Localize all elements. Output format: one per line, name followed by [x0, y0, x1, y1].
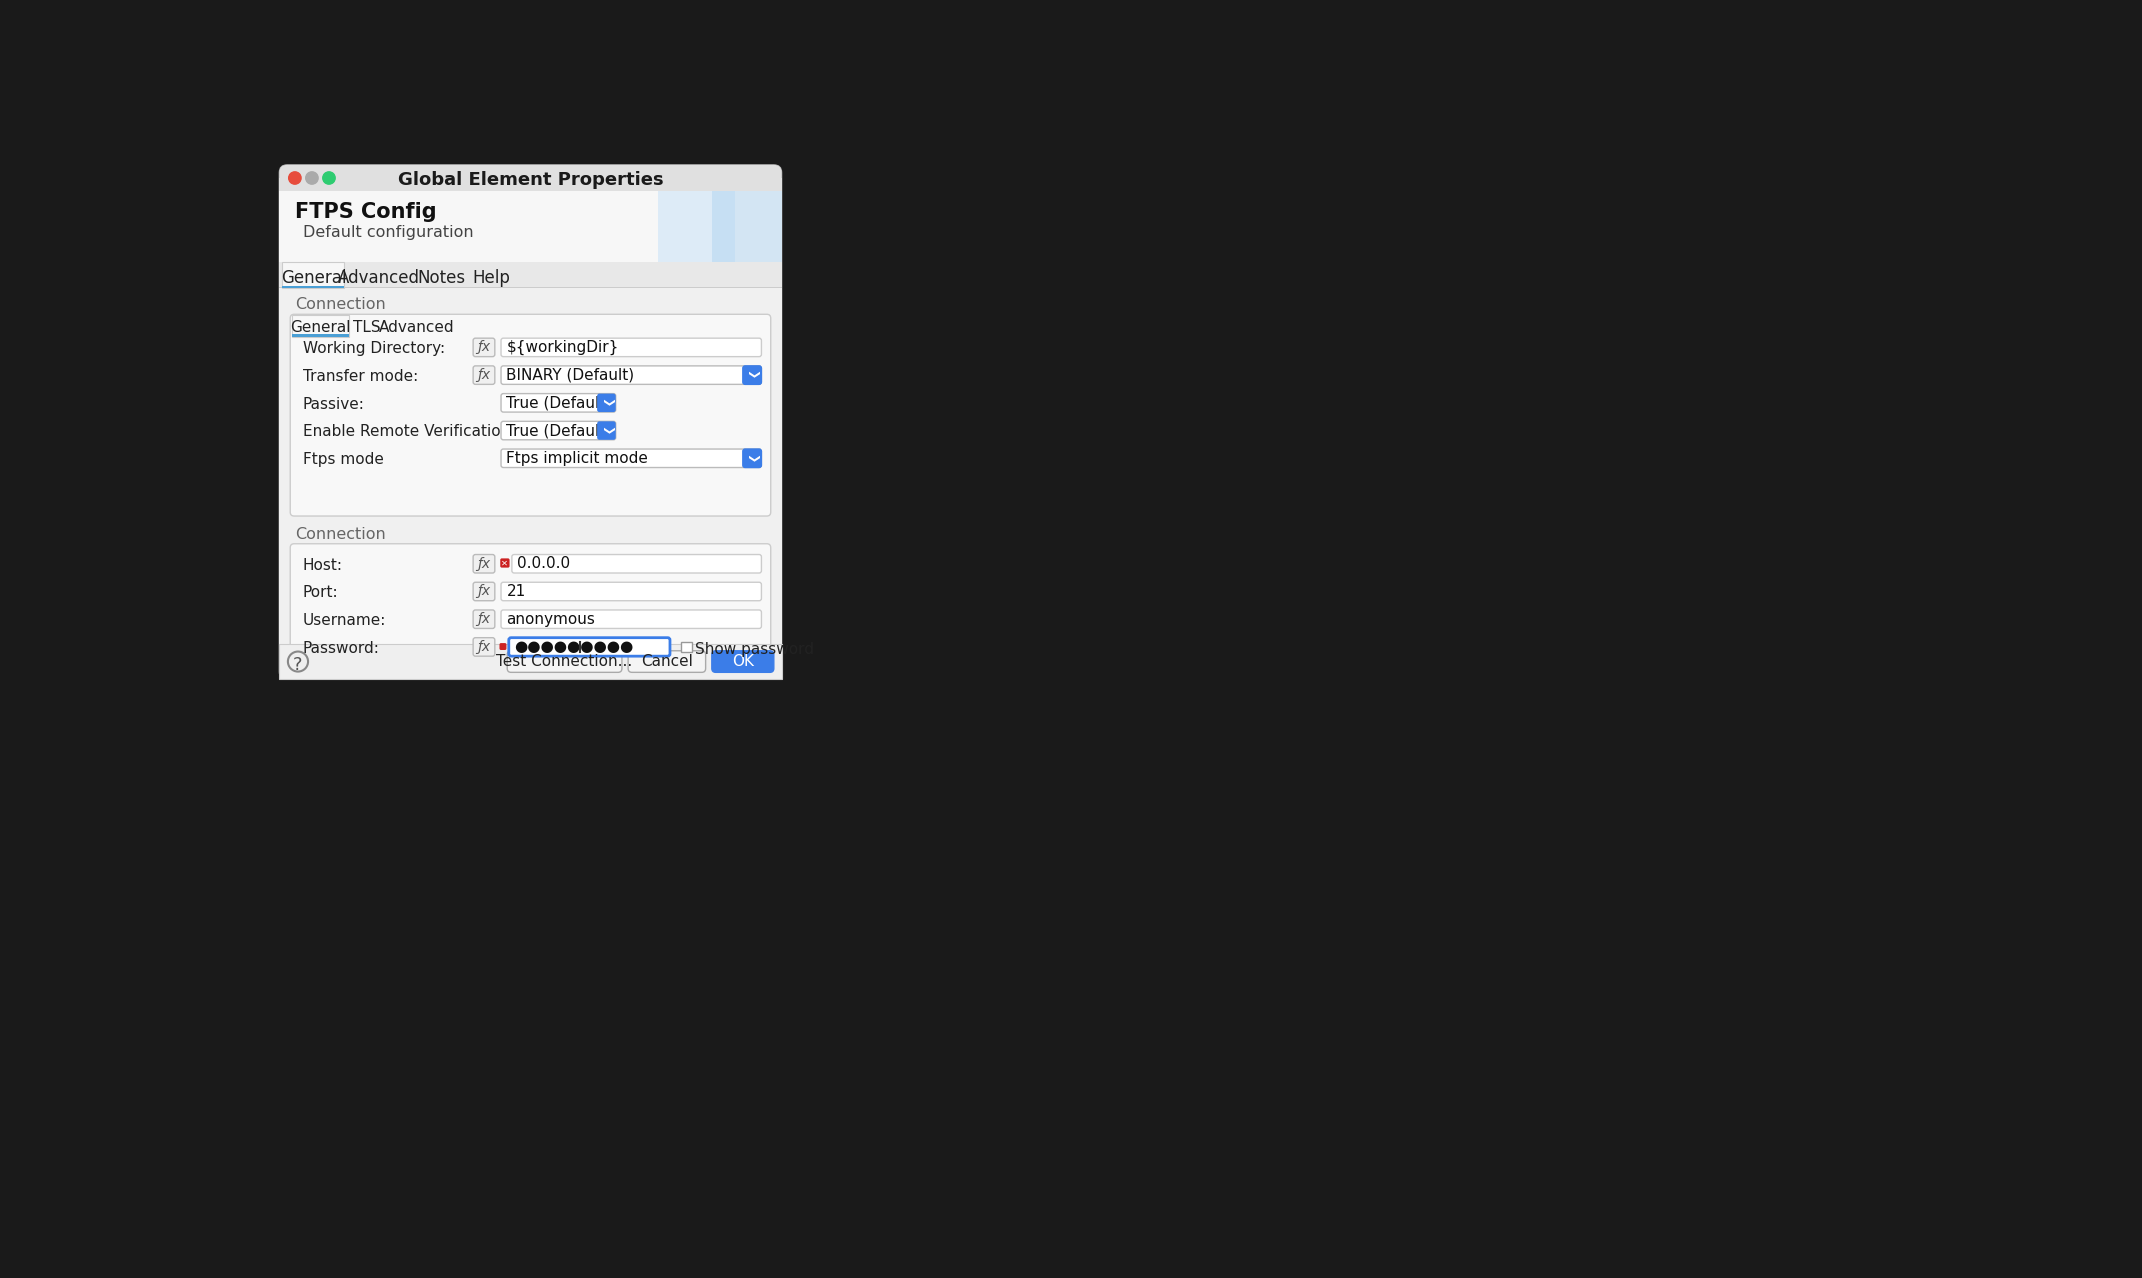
Text: Default configuration: Default configuration — [302, 225, 473, 240]
Text: ${workingDir}: ${workingDir} — [506, 340, 619, 355]
Text: ●●●●●●●●●: ●●●●●●●●● — [514, 639, 634, 654]
FancyBboxPatch shape — [501, 610, 760, 629]
Text: Username:: Username: — [302, 613, 386, 627]
Text: Notes: Notes — [418, 268, 465, 286]
FancyBboxPatch shape — [598, 422, 615, 440]
Text: True (Default): True (Default) — [506, 395, 613, 410]
FancyBboxPatch shape — [512, 555, 760, 573]
Text: ✕: ✕ — [501, 558, 508, 567]
Text: 21: 21 — [506, 584, 525, 599]
Text: Port:: Port: — [302, 585, 338, 601]
Text: ?: ? — [293, 656, 302, 675]
Text: Test Connection...: Test Connection... — [497, 654, 632, 670]
FancyBboxPatch shape — [501, 422, 615, 440]
Text: 0.0.0.0: 0.0.0.0 — [518, 556, 570, 571]
Circle shape — [289, 171, 302, 184]
Text: ❯: ❯ — [748, 454, 758, 463]
Text: TLS: TLS — [353, 321, 381, 335]
Text: ƒx: ƒx — [478, 612, 491, 626]
Text: Global Element Properties: Global Element Properties — [398, 171, 664, 189]
Bar — [291, 335, 349, 336]
Bar — [278, 178, 782, 192]
FancyBboxPatch shape — [289, 543, 771, 666]
Bar — [278, 644, 782, 680]
Text: Advanced: Advanced — [338, 268, 420, 286]
FancyBboxPatch shape — [508, 651, 621, 672]
Text: anonymous: anonymous — [506, 612, 595, 626]
Bar — [278, 262, 782, 288]
FancyBboxPatch shape — [598, 394, 615, 412]
Text: Connection: Connection — [296, 527, 386, 542]
Text: Connection: Connection — [296, 298, 386, 312]
FancyBboxPatch shape — [501, 449, 760, 468]
Text: ƒx: ƒx — [478, 640, 491, 654]
FancyBboxPatch shape — [473, 583, 495, 601]
Circle shape — [323, 171, 334, 184]
Bar — [278, 192, 782, 262]
FancyBboxPatch shape — [278, 165, 782, 192]
FancyBboxPatch shape — [510, 638, 670, 656]
FancyBboxPatch shape — [501, 583, 760, 601]
Text: Working Directory:: Working Directory: — [302, 341, 446, 357]
Text: ƒx: ƒx — [478, 340, 491, 354]
Text: Show password: Show password — [694, 642, 814, 657]
Text: ƒx: ƒx — [478, 584, 491, 598]
FancyBboxPatch shape — [743, 366, 760, 385]
FancyBboxPatch shape — [501, 366, 760, 385]
Text: Enable Remote Verification:: Enable Remote Verification: — [302, 424, 514, 440]
Bar — [681, 642, 692, 652]
FancyBboxPatch shape — [473, 366, 495, 385]
Text: True (Default): True (Default) — [506, 423, 613, 438]
Circle shape — [306, 171, 319, 184]
Bar — [283, 262, 345, 288]
Text: BINARY (Default): BINARY (Default) — [506, 368, 634, 382]
Bar — [658, 192, 735, 262]
FancyBboxPatch shape — [501, 339, 760, 357]
Text: ❯: ❯ — [748, 371, 758, 380]
FancyBboxPatch shape — [473, 555, 495, 573]
Text: Advanced: Advanced — [379, 321, 454, 335]
FancyBboxPatch shape — [501, 394, 615, 412]
Bar — [711, 192, 782, 262]
FancyBboxPatch shape — [628, 651, 705, 672]
FancyBboxPatch shape — [278, 165, 782, 680]
Text: Password:: Password: — [302, 640, 379, 656]
FancyBboxPatch shape — [501, 558, 510, 567]
FancyBboxPatch shape — [473, 638, 495, 656]
Text: Host:: Host: — [302, 557, 343, 573]
Text: ƒx: ƒx — [478, 557, 491, 571]
FancyBboxPatch shape — [473, 610, 495, 629]
Text: OK: OK — [733, 654, 754, 670]
FancyBboxPatch shape — [289, 314, 771, 516]
FancyBboxPatch shape — [743, 449, 760, 468]
FancyBboxPatch shape — [473, 339, 495, 357]
Text: Transfer mode:: Transfer mode: — [302, 369, 418, 383]
Text: FTPS Config: FTPS Config — [296, 202, 437, 222]
Text: ❯: ❯ — [602, 399, 613, 408]
Text: Help: Help — [471, 268, 510, 286]
Text: Ftps implicit mode: Ftps implicit mode — [506, 451, 649, 465]
Bar — [278, 288, 782, 644]
Text: General: General — [281, 268, 347, 286]
Bar — [283, 286, 345, 288]
FancyBboxPatch shape — [499, 643, 506, 651]
Text: ❯: ❯ — [602, 426, 613, 436]
FancyBboxPatch shape — [711, 651, 773, 672]
Text: Passive:: Passive: — [302, 396, 364, 412]
Text: Cancel: Cancel — [640, 654, 692, 670]
Text: General: General — [289, 321, 351, 335]
Bar — [291, 316, 349, 336]
Text: ƒx: ƒx — [478, 368, 491, 382]
Text: Ftps mode: Ftps mode — [302, 452, 383, 468]
